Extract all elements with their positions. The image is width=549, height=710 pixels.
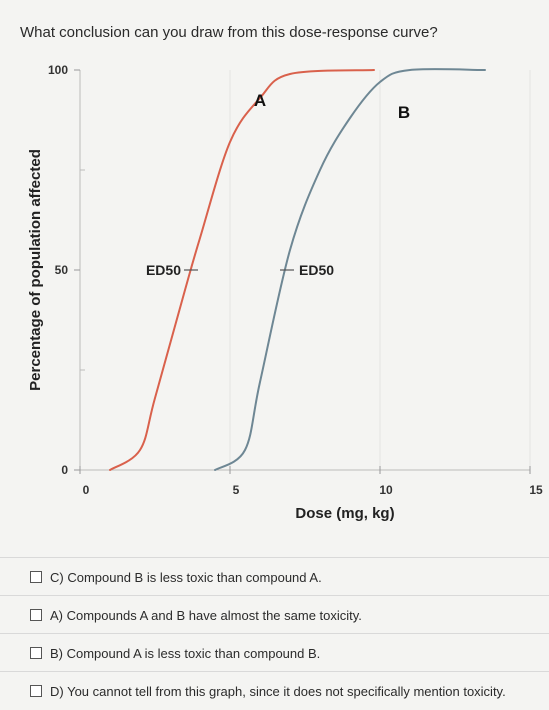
option-a-label: A) Compounds A and B have almost the sam…	[50, 607, 362, 623]
series-name-b: B	[398, 103, 410, 122]
chart-axes	[74, 69, 531, 474]
option-c-label: C) Compound B is less toxic than compoun…	[50, 569, 322, 585]
y-tick-label: 50	[55, 263, 69, 277]
curve-a	[109, 69, 375, 471]
option-d[interactable]: D) You cannot tell from this graph, sinc…	[0, 671, 549, 710]
x-tick-label: 5	[233, 483, 240, 497]
chart-grid	[229, 70, 531, 470]
option-b[interactable]: B) Compound A is less toxic than compoun…	[0, 633, 549, 672]
option-c[interactable]: C) Compound B is less toxic than compoun…	[0, 557, 549, 596]
question-text: What conclusion can you draw from this d…	[20, 24, 438, 41]
chart-curves	[109, 68, 486, 471]
ed50-label-b: ED50	[299, 262, 334, 278]
option-a[interactable]: A) Compounds A and B have almost the sam…	[0, 595, 549, 634]
x-axis-label: Dose (mg, kg)	[295, 505, 394, 522]
ed50-label-a: ED50	[146, 262, 181, 278]
option-a-checkbox[interactable]	[30, 609, 42, 621]
y-axis-label: Percentage of population affected	[27, 149, 44, 391]
x-tick-label: 0	[83, 483, 90, 497]
chart-labels: 0 50 100 0 5 10 15 Dose (mg, kg) Percentage of p…	[27, 63, 543, 522]
dose-response-chart: 0 50 100 0 5 10 15 Dose (mg, kg) Percentage of p…	[27, 63, 543, 522]
option-c-checkbox[interactable]	[30, 571, 42, 583]
x-tick-label: 10	[379, 483, 393, 497]
x-tick-label: 15	[529, 483, 543, 497]
y-tick-label: 100	[48, 63, 68, 77]
option-b-label: B) Compound A is less toxic than compoun…	[50, 645, 321, 661]
y-tick-label: 0	[61, 463, 68, 477]
series-name-a: A	[254, 91, 266, 110]
option-d-checkbox[interactable]	[30, 685, 42, 697]
option-b-checkbox[interactable]	[30, 647, 42, 659]
curve-b	[214, 68, 486, 471]
option-d-label: D) You cannot tell from this graph, sinc…	[50, 683, 506, 699]
